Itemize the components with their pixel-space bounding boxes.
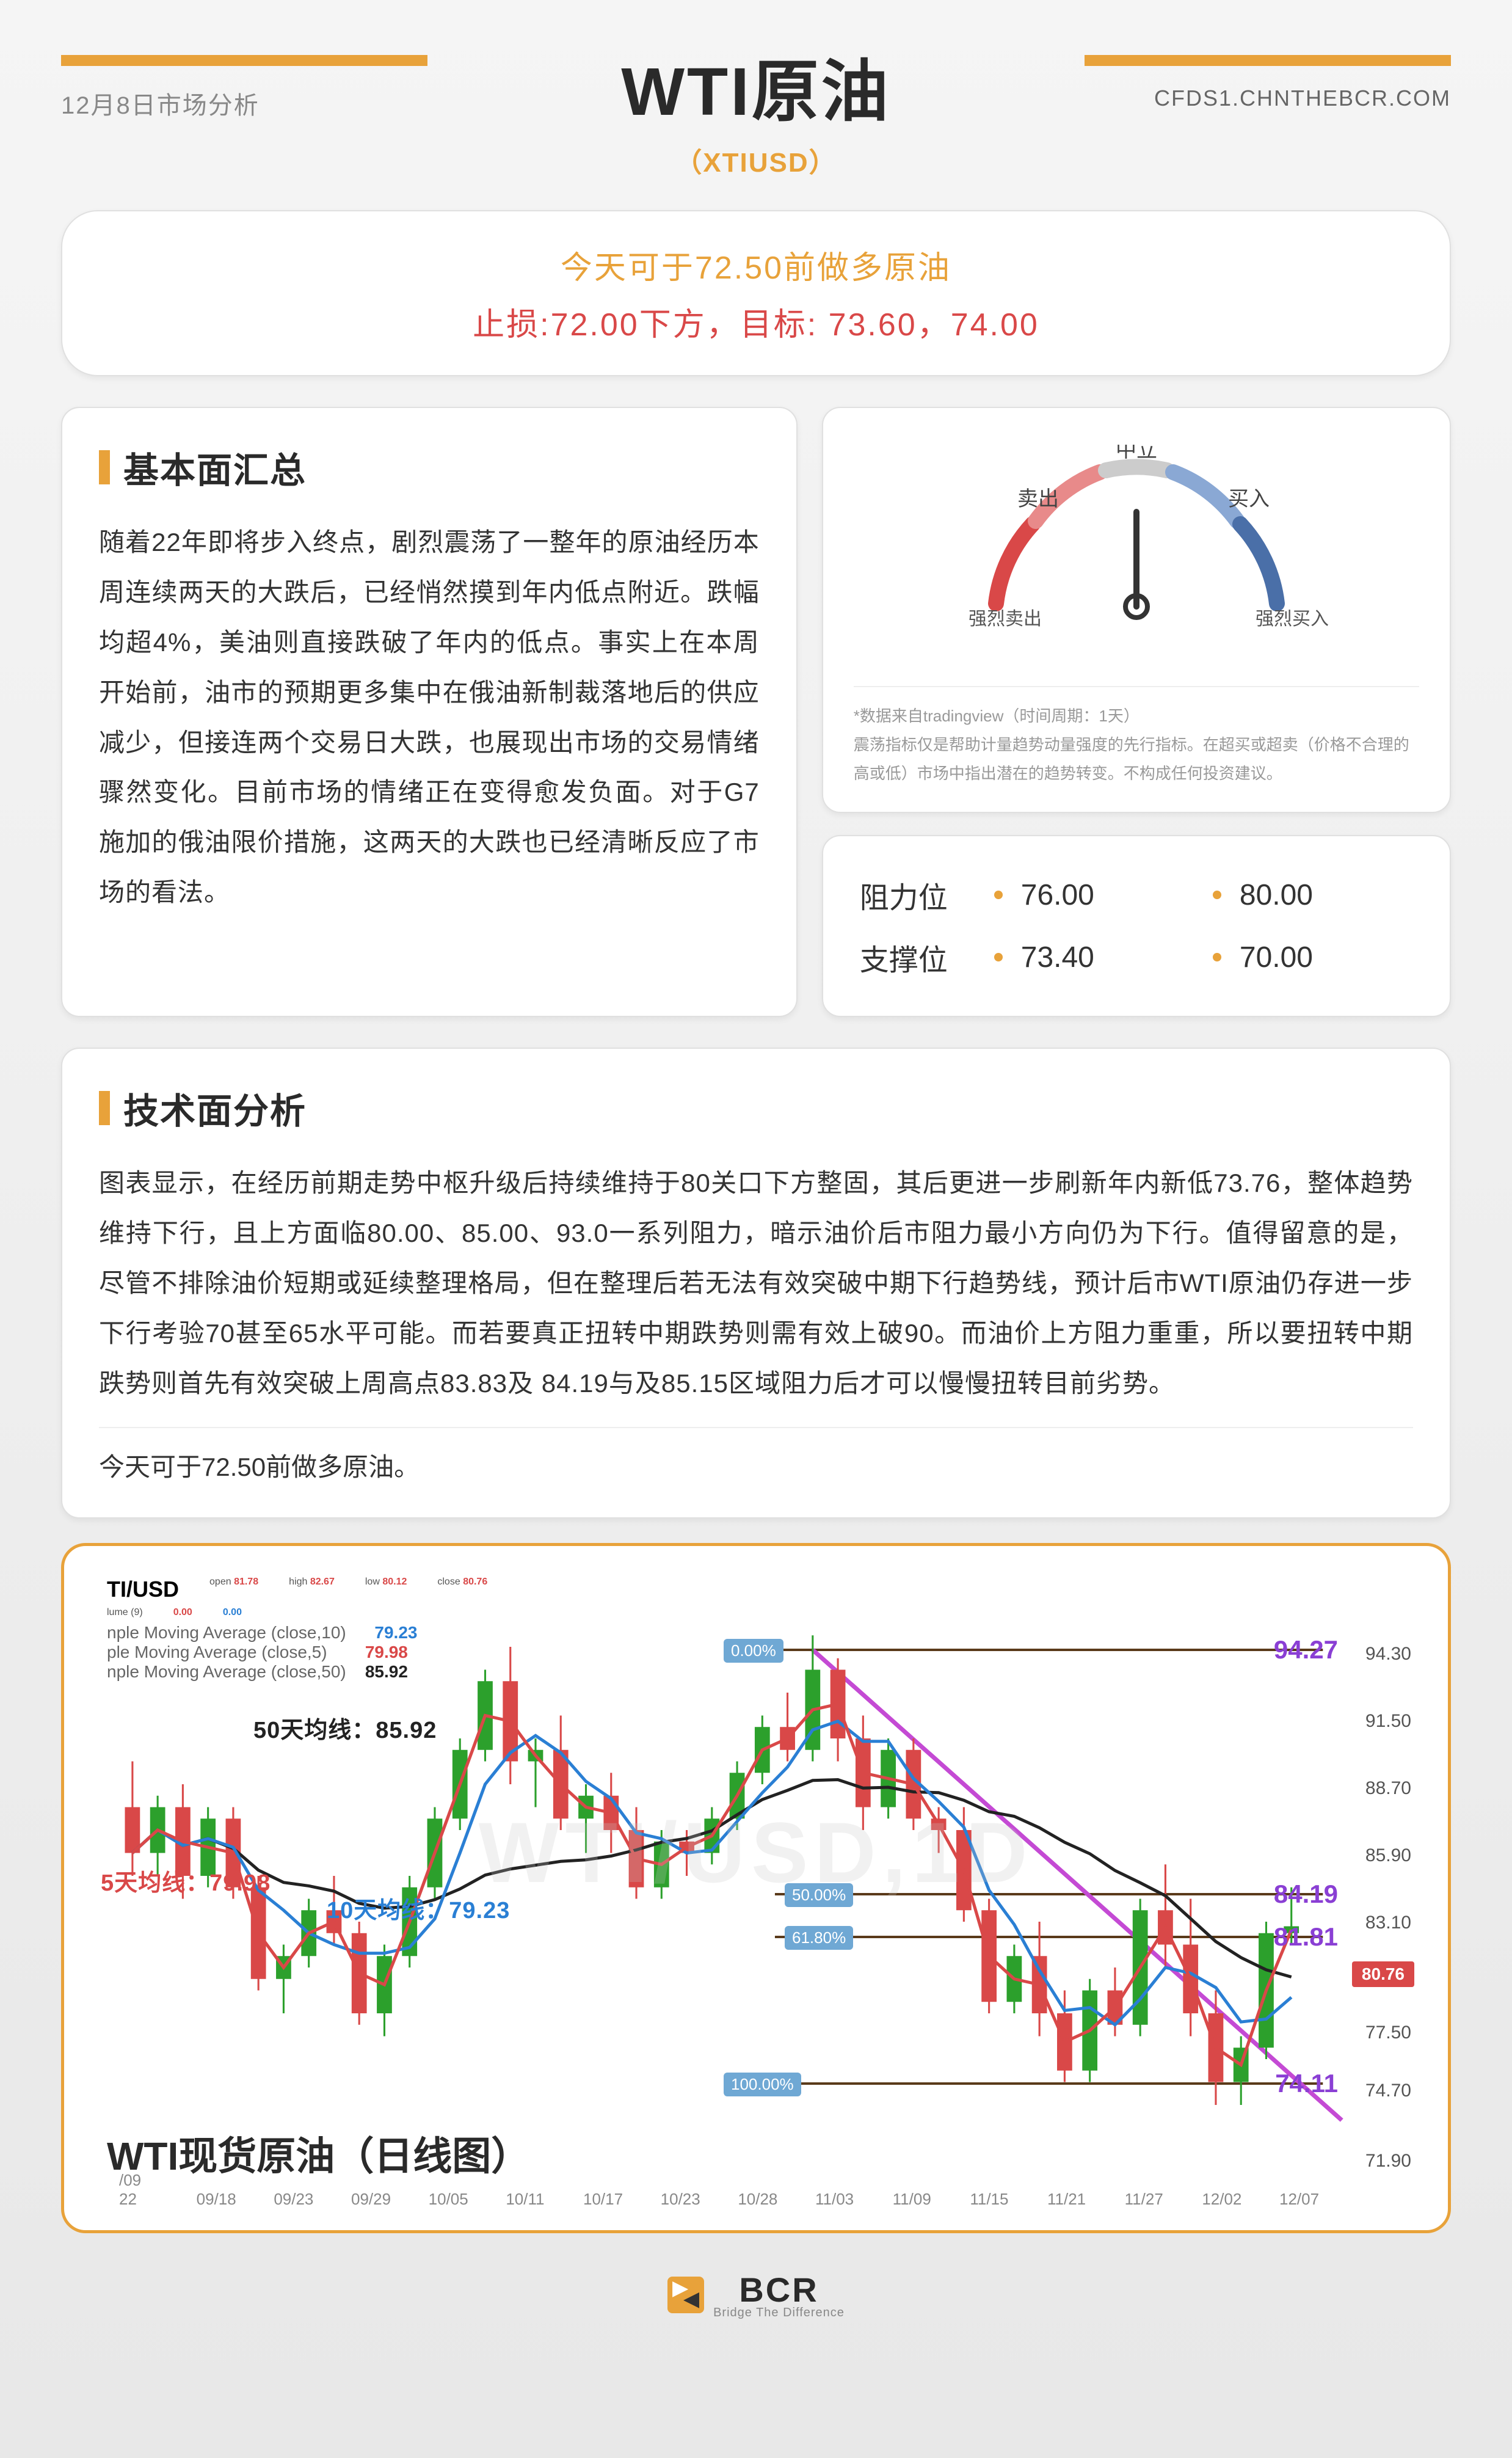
technical-body: 图表显示，在经历前期走势中枢升级后持续维持于80关口下方整固，其后更进一步刷新年… [99,1158,1413,1408]
x-axis-label: 11/09 [893,2190,931,2209]
fib-price-label: 94.27 [1274,1635,1338,1665]
fundamentals-body: 随着22年即将步入终点，剧烈震荡了一整年的原油经历本周连续两天的大跌后，已经悄然… [99,517,760,917]
fib-price-label: 74.11 [1275,2069,1338,2098]
report-date: 12月8日市场分析 [61,86,260,121]
brand-name: BCR [713,2270,845,2310]
chart-symbol: TI/USD [107,1577,179,1602]
y-axis-label: 74.70 [1365,2081,1411,2101]
candlestick-chart: WTI/USD,1D WTI现货原油（日线图） TI/USD open 81.7… [95,1570,1417,2212]
recommendation-card: 今天可于72.50前做多原油 止损:72.00下方，目标: 73.60，74.0… [61,210,1451,376]
fundamentals-title: 基本面汇总 [99,442,760,493]
fib-pct-label: 0.00% [724,1639,783,1663]
y-axis-label: 85.90 [1365,1845,1411,1866]
y-axis-label: 88.70 [1365,1778,1411,1799]
brand-icon [667,2277,704,2313]
header-accent-left [61,55,427,66]
y-axis-label: 77.50 [1365,2022,1411,2043]
gauge-neutral: 中立 [1116,445,1157,462]
resistance-1: 76.00 [1021,878,1094,912]
technical-footer: 今天可于72.50前做多原油。 [99,1427,1413,1484]
x-axis-label: 09/18 [197,2190,236,2209]
x-axis-label: 12/07 [1279,2190,1319,2209]
x-axis-label: 10/11 [506,2190,544,2209]
header: 12月8日市场分析 CFDS1.CHNTHEBCR.COM WTI原油 （XTI… [61,37,1451,180]
resistance-label: 阻力位 [860,873,976,916]
footer: BCR Bridge The Difference [61,2233,1451,2332]
current-price: 80.76 [1352,1961,1414,1987]
support-1: 73.40 [1021,941,1094,974]
x-axis-label: 10/05 [429,2190,468,2209]
resistance-row: 阻力位 76.00 80.00 [860,864,1413,926]
fib-pct-label: 50.00% [785,1883,853,1907]
sentiment-card: 强烈卖出 卖出 中立 买入 强烈买入 *数据来自tradingview（时间周期… [822,407,1451,813]
header-accent-right [1085,55,1451,66]
bullet-icon [994,953,1003,961]
recommendation-targets: 止损:72.00下方，目标: 73.60，74.00 [111,299,1401,345]
y-axis-label: 94.30 [1365,1644,1411,1665]
bullet-icon [1213,891,1221,899]
ma50-callout: 50天均线：85.92 [253,1711,437,1745]
x-axis-label: 09/23 [274,2190,313,2209]
x-axis-label: /09 22 [119,2171,141,2209]
bullet-icon [1213,953,1221,961]
fundamentals-card: 基本面汇总 随着22年即将步入终点，剧烈震荡了一整年的原油经历本周连续两天的大跌… [61,407,798,1017]
disclaimer-source: *数据来自tradingview（时间周期：1天） [854,702,1419,731]
levels-card: 阻力位 76.00 80.00 支撑位 73.40 70.00 [822,835,1451,1017]
fib-price-label: 81.81 [1274,1922,1338,1952]
gauge-sell: 卖出 [1017,487,1059,511]
gauge-buy: 买入 [1228,487,1270,511]
fib-pct-label: 61.80% [785,1926,853,1950]
technical-card: 技术面分析 图表显示，在经历前期走势中枢升级后持续维持于80关口下方整固，其后更… [61,1048,1451,1518]
y-axis-label: 83.10 [1365,1913,1411,1933]
x-axis-label: 11/15 [970,2190,1008,2209]
support-row: 支撑位 73.40 70.00 [860,926,1413,988]
gauge-strong-buy: 强烈买入 [1256,609,1329,629]
x-axis-label: 11/21 [1047,2190,1086,2209]
brand-tagline: Bridge The Difference [713,2306,845,2320]
x-axis-label: 10/28 [738,2190,777,2209]
sentiment-disclaimer: *数据来自tradingview（时间周期：1天） 震荡指标仅是帮助计量趋势动量… [854,686,1419,787]
x-axis-label: 10/23 [661,2190,700,2209]
x-axis-label: 11/27 [1125,2190,1163,2209]
ma5-callout: 5天均线：79.98 [101,1864,271,1897]
support-2: 70.00 [1240,941,1313,974]
disclaimer-text: 震荡指标仅是帮助计量趋势动量强度的先行指标。在超买或超卖（价格不合理的高或低）市… [854,731,1419,788]
x-axis-label: 11/03 [815,2190,854,2209]
fib-pct-label: 100.00% [724,2073,801,2096]
x-axis-label: 10/17 [583,2190,623,2209]
ma10-callout: 10天均线：79.23 [327,1891,510,1925]
page-subtitle: （XTIUSD） [61,140,1451,180]
chart-header-info: TI/USD open 81.78 high 82.67 low 80.12 c… [107,1577,487,1682]
bullet-icon [994,891,1003,899]
resistance-2: 80.00 [1240,878,1313,912]
support-label: 支撑位 [860,936,976,979]
site-url: CFDS1.CHNTHEBCR.COM [1154,86,1451,111]
recommendation-entry: 今天可于72.50前做多原油 [111,242,1401,288]
x-axis-label: 09/29 [351,2190,391,2209]
y-axis-label: 71.90 [1365,2151,1411,2172]
volume-label: lume (9) [107,1607,143,1618]
gauge-strong-sell: 强烈卖出 [969,609,1042,629]
chart-title-cn: WTI现货原油（日线图） [107,2125,530,2181]
x-axis-label: 12/02 [1202,2190,1241,2209]
technical-title: 技术面分析 [99,1082,1413,1134]
chart-card: WTI/USD,1D WTI现货原油（日线图） TI/USD open 81.7… [61,1543,1451,2233]
fib-price-label: 84.19 [1274,1880,1338,1909]
sentiment-gauge: 强烈卖出 卖出 中立 买入 强烈买入 [854,432,1419,674]
y-axis-label: 91.50 [1365,1711,1411,1732]
